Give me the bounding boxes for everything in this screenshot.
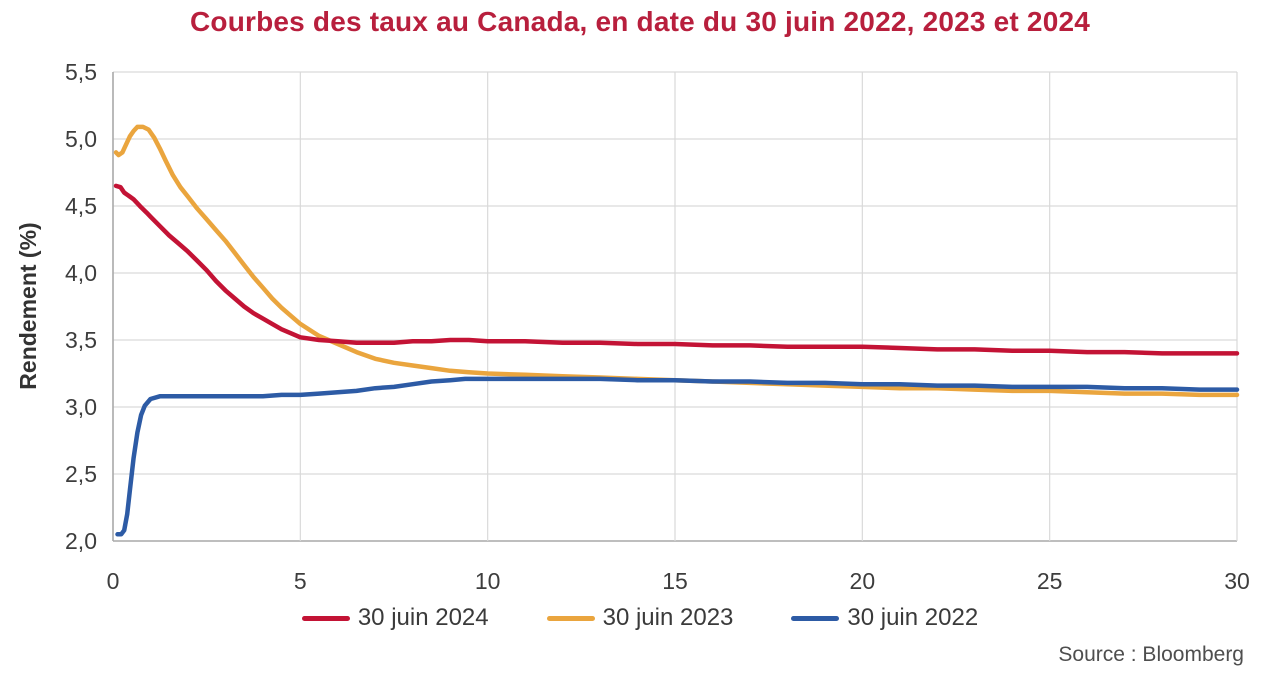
x-tick-label: 5 — [294, 568, 307, 594]
legend-label-30-juin-2024: 30 juin 2024 — [357, 604, 489, 631]
legend-swatch-blue-line-icon — [791, 615, 840, 621]
legend-label-30-juin-2023: 30 juin 2023 — [602, 604, 734, 631]
series-line-30-juin-2022 — [115, 376, 1240, 537]
y-tick-label: 2,5 — [65, 461, 97, 487]
x-tick-label: 10 — [475, 568, 501, 594]
y-tick-label: 5,5 — [65, 59, 97, 85]
y-tick-label: 3,5 — [65, 327, 97, 353]
y-tick-label: 4,0 — [65, 260, 97, 286]
y-axis-title: Rendement (%) — [15, 222, 41, 389]
legend: 30 juin 2024 30 juin 2023 30 juin 2022 — [0, 604, 1280, 632]
y-tick-label: 3,0 — [65, 394, 97, 420]
x-tick-label: 25 — [1037, 568, 1063, 594]
legend-swatch-red-line-icon — [301, 615, 350, 621]
series-line-30-juin-2024 — [113, 183, 1240, 356]
legend-item-30-juin-2022: 30 juin 2022 — [791, 604, 978, 632]
y-tick-label: 4,5 — [65, 193, 97, 219]
legend-item-30-juin-2024: 30 juin 2024 — [301, 604, 489, 632]
x-tick-label: 15 — [662, 568, 688, 594]
y-tick-label: 5,0 — [65, 126, 97, 152]
x-tick-label: 30 — [1224, 568, 1250, 594]
plot-area: 2,0 2,5 3,0 3,5 4,0 4,5 5,0 5,5 0 5 10 15 20 25 30 — [65, 59, 1250, 594]
x-tick-label: 20 — [850, 568, 876, 594]
x-tick-label: 0 — [107, 568, 120, 594]
series-line-30-juin-2023 — [113, 124, 1240, 398]
y-tick-label: 2,0 — [65, 528, 97, 554]
legend-label-30-juin-2022: 30 juin 2022 — [847, 604, 979, 631]
source-note: Source : Bloomberg — [1058, 643, 1244, 666]
legend-swatch-orange-line-icon — [546, 615, 595, 621]
legend-item-30-juin-2023: 30 juin 2023 — [546, 604, 734, 632]
chart-title: Courbes des taux au Canada, en date du 3… — [189, 6, 1091, 37]
